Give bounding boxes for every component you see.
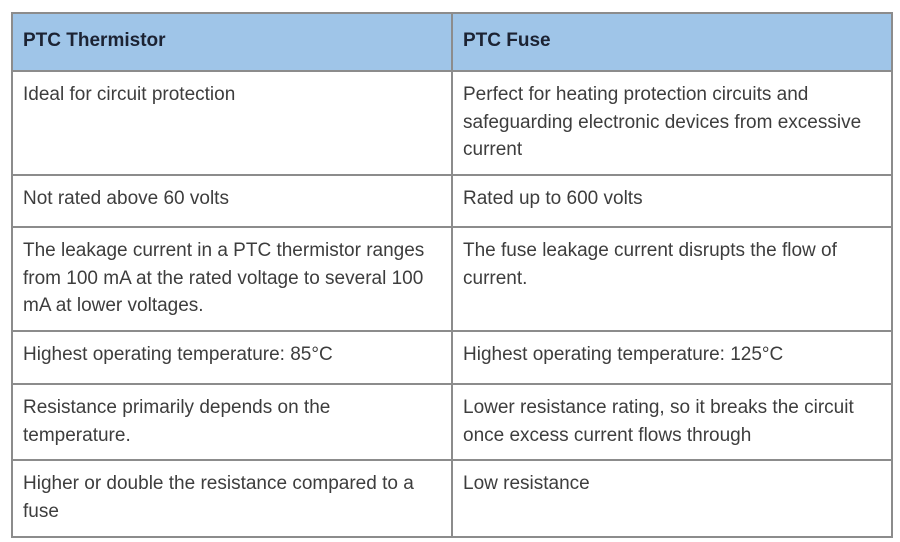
fuse-cell: Low resistance <box>451 459 893 538</box>
header-row: PTC Thermistor PTC Fuse <box>11 12 893 72</box>
comparison-table: PTC Thermistor PTC Fuse Ideal for circui… <box>11 12 893 538</box>
fuse-cell: Rated up to 600 volts <box>451 174 893 228</box>
table-row: Not rated above 60 volts Rated up to 600… <box>11 174 893 228</box>
table-row: Higher or double the resistance compared… <box>11 459 893 538</box>
thermistor-cell: Resistance primarily depends on the temp… <box>11 383 453 461</box>
table-row: Ideal for circuit protection Perfect for… <box>11 70 893 176</box>
column-header-thermistor: PTC Thermistor <box>11 12 453 72</box>
column-header-fuse: PTC Fuse <box>451 12 893 72</box>
thermistor-cell: Higher or double the resistance compared… <box>11 459 453 538</box>
fuse-cell: The fuse leakage current disrupts the fl… <box>451 226 893 332</box>
fuse-cell: Highest operating temperature: 125°C <box>451 330 893 385</box>
fuse-cell: Perfect for heating protection circuits … <box>451 70 893 176</box>
table-row: Highest operating temperature: 85°C High… <box>11 330 893 385</box>
thermistor-cell: Not rated above 60 volts <box>11 174 453 228</box>
thermistor-cell: Highest operating temperature: 85°C <box>11 330 453 385</box>
table-row: The leakage current in a PTC thermistor … <box>11 226 893 332</box>
thermistor-cell: Ideal for circuit protection <box>11 70 453 176</box>
table-row: Resistance primarily depends on the temp… <box>11 383 893 461</box>
thermistor-cell: The leakage current in a PTC thermistor … <box>11 226 453 332</box>
fuse-cell: Lower resistance rating, so it breaks th… <box>451 383 893 461</box>
